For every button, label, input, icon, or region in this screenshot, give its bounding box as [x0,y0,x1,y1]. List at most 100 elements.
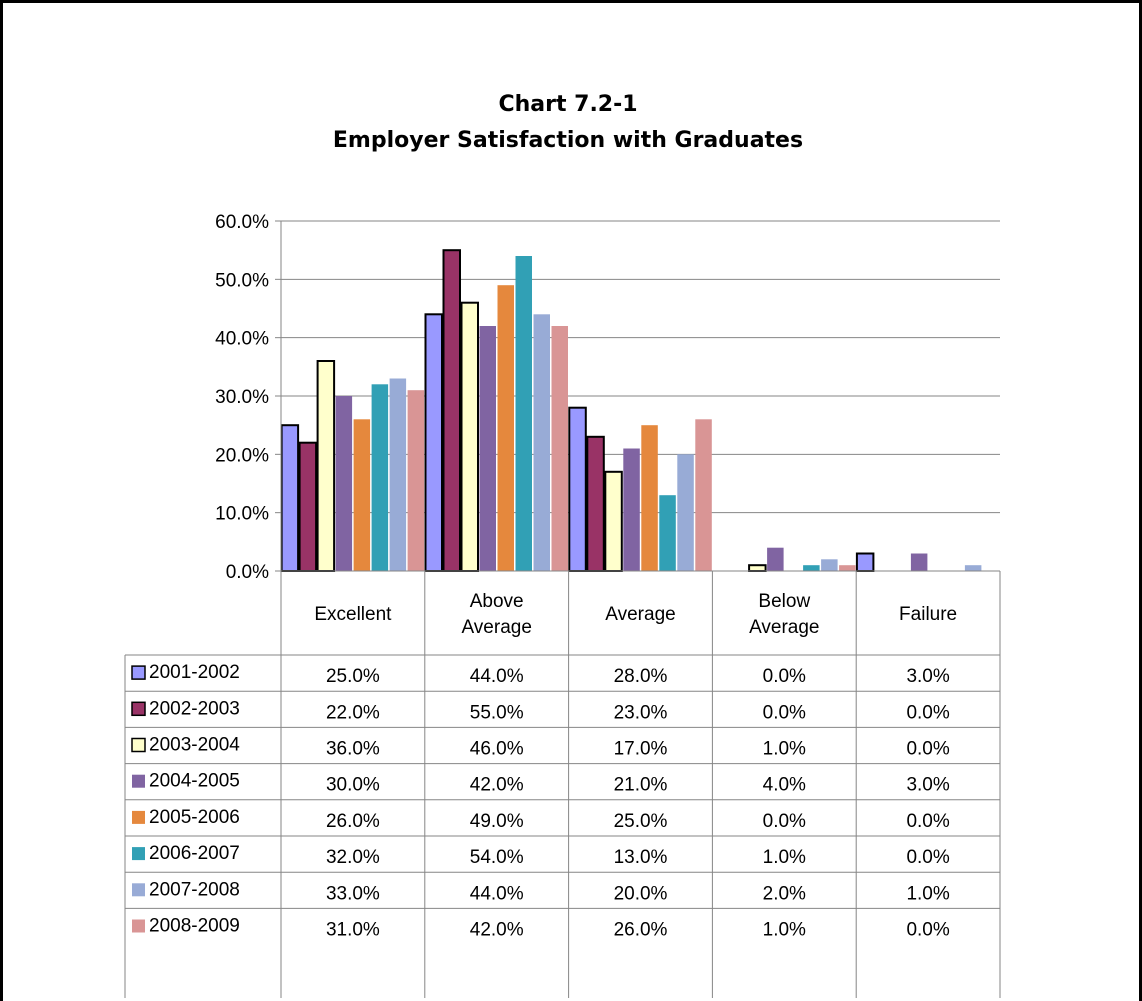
bar [677,454,694,571]
legend-swatch [132,919,145,933]
bar [515,256,532,571]
bar [623,448,640,571]
data-label: 31.0% [326,920,380,941]
y-tick-label: 40.0% [215,329,269,350]
legend-swatch [131,701,146,717]
data-label: 54.0% [470,847,524,868]
bar [479,326,496,571]
legend-swatch [132,810,145,824]
gridlines [281,220,1000,514]
bar [839,565,856,571]
y-tick-label: 20.0% [215,445,269,466]
data-label: 0.0% [906,811,949,832]
bar [659,495,676,571]
bar [533,314,550,571]
category-label: Below [758,591,810,612]
bar [767,547,784,571]
legend-label: 2002-2003 [149,698,240,719]
y-tick-label: 30.0% [215,387,269,408]
bar [695,419,712,571]
data-label: 21.0% [614,775,668,796]
data-label: 1.0% [763,739,806,760]
data-label: 36.0% [326,739,380,760]
data-label: 3.0% [906,775,949,796]
legend-label: 2003-2004 [149,735,240,756]
data-label: 2.0% [763,883,806,904]
bar [641,425,658,571]
bar [803,565,820,571]
bar [551,326,568,571]
legend-label: 2004-2005 [149,771,240,792]
bar [371,384,389,571]
data-label: 42.0% [470,920,524,941]
y-tick-label: 60.0% [215,212,269,233]
category-label: Failure [899,604,957,625]
bar [389,378,407,571]
data-label: 17.0% [614,739,668,760]
legend-swatch [131,737,146,753]
bar [280,424,300,573]
data-label: 20.0% [614,883,668,904]
data-label: 25.0% [326,666,380,687]
legend-label: 2007-2008 [149,879,240,900]
data-label: 23.0% [614,702,668,723]
data-label: 25.0% [614,811,668,832]
data-label: 26.0% [326,811,380,832]
category-label: Average [749,617,819,638]
data-label: 32.0% [326,847,380,868]
data-label: 4.0% [763,775,806,796]
data-label: 1.0% [763,847,806,868]
bar [964,565,982,571]
data-label: 0.0% [906,702,949,723]
bar [407,390,425,571]
data-label: 3.0% [906,666,949,687]
category-label: Above [470,591,524,612]
category-label: Average [461,617,531,638]
data-label: 1.0% [763,920,806,941]
bar [316,360,336,572]
bar [298,441,318,573]
data-label: 44.0% [470,883,524,904]
legend-swatch [131,665,146,680]
data-label: 0.0% [763,702,806,723]
legend-label: 2001-2002 [149,662,240,683]
bar [748,564,767,573]
bar [586,435,605,572]
legend-swatch [132,847,145,861]
bar [442,249,461,572]
legend-label: 2006-2007 [149,843,240,864]
bar [424,313,443,572]
chart-title: Chart 7.2-1 [498,92,637,117]
y-tick-label: 50.0% [215,270,269,291]
bar [855,552,875,572]
data-label: 26.0% [614,920,668,941]
data-table: Excellent Above Average Average Below Average… [124,570,1001,998]
data-label: 0.0% [906,739,949,760]
legend-swatch [132,774,145,788]
bar [821,559,838,571]
data-label: 0.0% [763,666,806,687]
y-axis: 0.0% 10.0% 20.0% 30.0% 40.0% 50.0% 60.0% [215,212,282,583]
data-label: 42.0% [470,775,524,796]
data-label: 44.0% [470,666,524,687]
data-label: 0.0% [906,847,949,868]
data-label: 0.0% [763,811,806,832]
data-label: 22.0% [326,702,380,723]
chart-subtitle: Employer Satisfaction with Graduates [333,128,803,153]
data-label: 30.0% [326,775,380,796]
y-tick-label: 0.0% [226,562,269,583]
bar [335,396,353,571]
bar [353,419,371,571]
legend-label: 2005-2006 [149,807,240,828]
y-tick-label: 10.0% [215,504,269,525]
data-label: 1.0% [906,883,949,904]
category-label: Excellent [314,604,392,625]
legend-label: 2008-2009 [149,916,240,937]
chart-canvas: Chart 7.2-1 Employer Satisfaction with G… [124,92,1001,998]
data-label: 0.0% [906,920,949,941]
bars [280,249,982,573]
bar [497,285,514,571]
bar [568,406,587,573]
data-label: 13.0% [614,847,668,868]
